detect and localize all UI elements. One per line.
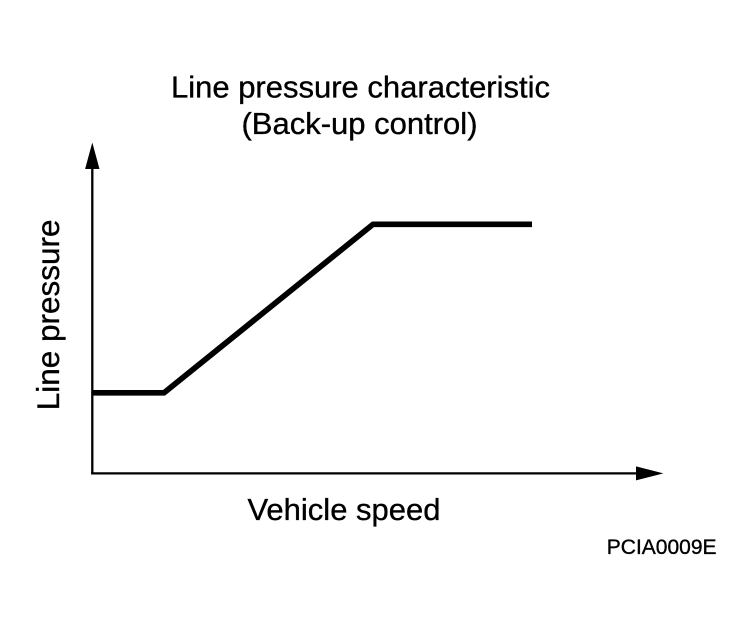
svg-text:Vehicle speed: Vehicle speed <box>247 492 440 527</box>
svg-text:PCIA0009E: PCIA0009E <box>607 536 717 559</box>
svg-text:Line pressure characteristic: Line pressure characteristic <box>171 70 550 105</box>
svg-text:(Back-up control): (Back-up control) <box>241 106 477 141</box>
svg-text:Line pressure: Line pressure <box>30 219 66 410</box>
